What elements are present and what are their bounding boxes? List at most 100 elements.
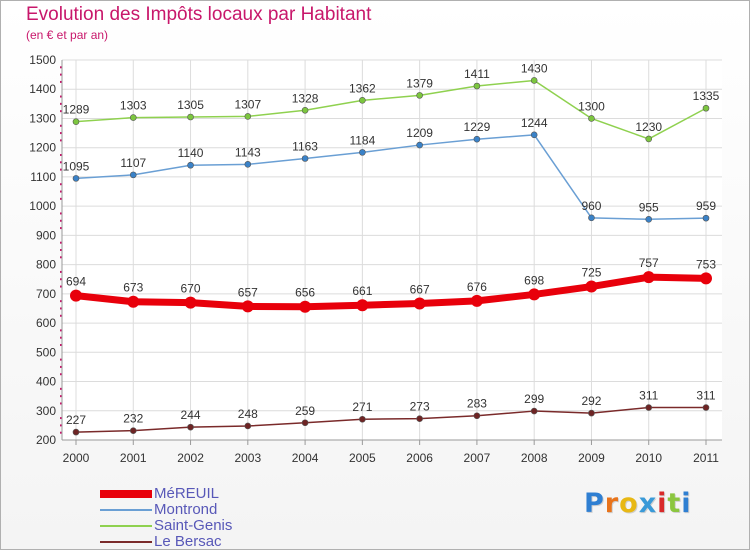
y-tick-label: 1300 — [29, 111, 56, 125]
data-label-montrond: 1140 — [178, 146, 204, 160]
x-tick-label: 2001 — [120, 451, 147, 465]
data-label-m-reuil: 753 — [696, 257, 716, 271]
x-tick-label: 2011 — [693, 451, 719, 465]
data-label-montrond: 1095 — [63, 159, 90, 173]
y-tick-label: 200 — [36, 433, 56, 447]
data-label-saint-genis: 1289 — [63, 103, 90, 117]
y-tick-label: 900 — [36, 228, 56, 242]
data-label-m-reuil: 673 — [123, 281, 143, 295]
data-point-le-bersac — [244, 422, 252, 430]
series-line-le-bersac — [75, 406, 707, 433]
legend-swatch-montrond — [100, 509, 152, 511]
x-tick-label: 2009 — [578, 451, 605, 465]
data-label-saint-genis: 1335 — [693, 89, 720, 103]
data-point-saint-genis — [359, 97, 366, 104]
data-point-montrond — [473, 135, 481, 143]
data-label-le-bersac: 311 — [639, 389, 658, 403]
y-minor-tick — [60, 154, 62, 156]
data-point-le-bersac — [588, 409, 595, 417]
legend-label-saint-genis: Saint-Genis — [154, 517, 233, 534]
data-label-le-bersac: 244 — [181, 408, 201, 422]
y-minor-tick — [60, 124, 62, 127]
logo-letter: r — [604, 488, 620, 519]
x-tick-label: 2006 — [406, 451, 433, 465]
x-tick-label: 2000 — [63, 451, 90, 465]
y-minor-tick — [60, 249, 62, 251]
x-tick-label: 2004 — [292, 451, 319, 465]
data-point-montrond — [530, 131, 538, 139]
data-label-le-bersac: 292 — [581, 394, 601, 408]
data-point-montrond — [359, 149, 366, 156]
data-point-montrond — [129, 171, 137, 179]
y-minor-tick — [60, 110, 62, 113]
y-minor-tick — [60, 278, 62, 281]
y-minor-tick — [60, 241, 62, 244]
y-minor-tick — [60, 102, 62, 105]
data-label-m-reuil: 657 — [238, 285, 258, 299]
data-point-saint-genis — [72, 118, 80, 125]
y-minor-tick — [60, 314, 62, 317]
logo-letter: i — [681, 488, 692, 519]
y-minor-tick — [60, 139, 62, 142]
logo-letter: i — [657, 488, 668, 519]
data-label-montrond: 1229 — [464, 120, 491, 134]
y-minor-tick — [60, 307, 62, 310]
y-minor-tick — [60, 132, 62, 135]
data-point-saint-genis — [129, 114, 137, 121]
y-minor-tick — [60, 285, 62, 288]
y-minor-tick — [60, 168, 62, 171]
data-label-le-bersac: 283 — [467, 397, 487, 411]
data-point-montrond — [416, 141, 423, 149]
data-label-saint-genis: 1411 — [464, 67, 490, 81]
data-label-montrond: 1184 — [349, 133, 375, 147]
data-label-m-reuil: 698 — [524, 273, 544, 287]
data-point-montrond — [244, 161, 252, 168]
data-label-le-bersac: 311 — [696, 389, 715, 403]
legend-swatch-saint-genis — [100, 525, 152, 527]
data-label-m-reuil: 656 — [295, 286, 315, 300]
data-point-montrond — [645, 216, 653, 223]
y-minor-tick — [60, 395, 62, 398]
data-label-saint-genis: 1303 — [120, 99, 147, 113]
data-label-montrond: 1107 — [120, 156, 146, 170]
data-label-saint-genis: 1300 — [578, 99, 605, 113]
x-tick-label: 2008 — [521, 451, 548, 465]
logo-letter: P — [584, 488, 605, 519]
data-point-le-bersac — [702, 404, 710, 411]
data-label-le-bersac: 248 — [238, 407, 258, 421]
y-minor-tick — [60, 417, 62, 420]
data-point-montrond — [187, 161, 194, 169]
data-label-le-bersac: 299 — [524, 392, 544, 406]
data-point-m-reuil — [528, 288, 541, 301]
data-point-saint-genis — [244, 113, 252, 120]
y-tick-label: 400 — [36, 375, 56, 389]
y-tick-label: 1100 — [30, 170, 56, 184]
data-point-montrond — [588, 214, 595, 222]
logo-letter: x — [638, 488, 658, 519]
data-label-saint-genis: 1305 — [177, 98, 204, 112]
y-minor-tick — [60, 80, 62, 83]
data-point-saint-genis — [187, 113, 194, 121]
series-line-m-reuil — [72, 273, 710, 311]
y-minor-tick — [60, 358, 62, 361]
data-point-m-reuil — [413, 297, 426, 310]
y-minor-tick — [60, 336, 62, 339]
legend-label-le-bersac: Le Bersac — [154, 533, 222, 550]
y-minor-tick — [60, 387, 62, 390]
logo-letter: t — [667, 488, 682, 519]
data-label-saint-genis: 1230 — [635, 120, 662, 134]
y-minor-tick — [60, 197, 62, 200]
plot-area — [62, 60, 722, 440]
data-label-le-bersac: 273 — [410, 400, 430, 414]
data-point-saint-genis — [473, 82, 481, 90]
data-label-montrond: 1209 — [406, 126, 433, 140]
data-point-saint-genis — [301, 106, 309, 114]
legend-swatch-mereuil — [100, 490, 152, 498]
y-tick-label: 1200 — [29, 141, 56, 155]
y-minor-tick — [60, 329, 62, 332]
data-point-saint-genis — [645, 135, 653, 143]
data-point-le-bersac — [416, 415, 423, 422]
data-point-le-bersac — [72, 428, 80, 436]
y-minor-tick — [60, 402, 62, 405]
